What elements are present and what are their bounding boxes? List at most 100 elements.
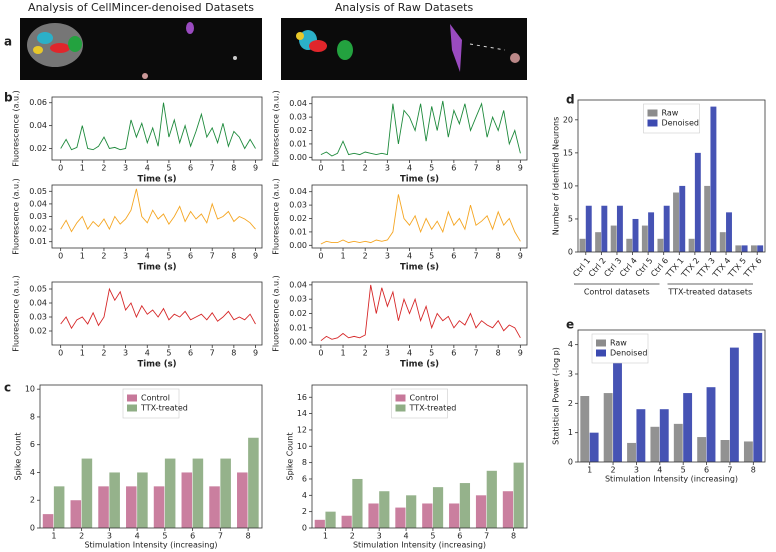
x-tick-label: 3: [634, 466, 639, 475]
y-tick-label: 2: [302, 507, 307, 516]
x-tick-label: 3: [377, 532, 382, 541]
bar: [610, 225, 617, 252]
y-tick-label: 2: [30, 496, 35, 505]
x-tick-label: 6: [188, 349, 193, 358]
y-tick-label: 0.04: [289, 99, 307, 108]
x-tick-label: 0: [58, 252, 63, 261]
x-tick-label: 6: [188, 252, 193, 261]
y-tick-label: 0.00: [289, 241, 307, 250]
x-tick-label: 7: [484, 532, 489, 541]
bar: [237, 472, 248, 528]
x-tick-label: 4: [407, 252, 412, 261]
panel-label: c: [4, 381, 11, 395]
x-tick-label: 2: [363, 252, 368, 261]
y-tick-label: 0.00: [289, 338, 307, 347]
x-tick-label: 1: [80, 349, 85, 358]
bar: [753, 332, 763, 462]
x-tick-label: 9: [518, 349, 523, 358]
y-tick-label: 0.04: [29, 299, 47, 308]
legend-swatch: [647, 119, 658, 127]
y-tick-label: 15: [563, 148, 573, 157]
bar: [579, 238, 586, 252]
y-axis-label: Spike Count: [14, 433, 23, 481]
bar: [513, 462, 524, 528]
bar: [475, 495, 487, 528]
x-axis-label: Stimulation Intensity (increasing): [353, 541, 486, 550]
plot-frame: [311, 281, 528, 346]
x-tick-label: 5: [681, 466, 686, 475]
panel-label: b: [4, 91, 13, 105]
plot-frame: [51, 184, 263, 249]
legend-swatch: [127, 404, 137, 412]
y-tick-label: 12: [297, 425, 307, 434]
x-tick-label: 7: [473, 252, 478, 261]
bar: [181, 472, 193, 528]
y-tick-label: 0.00: [289, 153, 307, 162]
bar: [53, 486, 65, 528]
x-tick-label: 4: [657, 466, 662, 475]
x-tick-label: 6: [451, 349, 456, 358]
x-tick-label: 1: [323, 532, 328, 541]
x-tick-label: 6: [451, 164, 456, 173]
group-label: Control datasets: [584, 288, 650, 297]
bar: [406, 495, 417, 528]
x-tick-label: 7: [473, 349, 478, 358]
bar: [641, 225, 648, 252]
bar: [613, 341, 622, 462]
x-tick-label: 8: [511, 532, 516, 541]
x-tick-label: 9: [253, 164, 258, 173]
plot-frame: [51, 281, 263, 346]
y-tick-label: 0: [568, 458, 573, 467]
legend-swatch: [596, 339, 606, 347]
y-tick-label: 0.03: [289, 295, 307, 304]
x-tick-label: 5: [429, 349, 434, 358]
y-tick-label: 5: [568, 214, 573, 223]
bar: [659, 409, 669, 462]
x-tick-label: 2: [101, 252, 106, 261]
bar: [379, 491, 390, 528]
y-tick-label: 0.04: [29, 121, 47, 130]
group-label: TTX-treated datasets: [667, 288, 752, 297]
x-tick-label: 0: [318, 349, 323, 358]
bar: [585, 205, 592, 252]
panel-label: d: [566, 93, 575, 107]
x-tick-label: 3: [123, 349, 128, 358]
bar: [459, 483, 471, 528]
y-tick-label: 8: [30, 412, 35, 421]
y-tick-label: 0.01: [289, 227, 307, 236]
bar: [648, 212, 655, 252]
x-tick-label: 2: [101, 349, 106, 358]
y-tick-label: 0.01: [29, 237, 47, 246]
x-tick-label: 3: [385, 349, 390, 358]
y-tick-label: 0.03: [29, 313, 47, 322]
y-tick-label: 0.01: [289, 139, 307, 148]
x-tick-label: 8: [231, 164, 236, 173]
x-axis-label: Time (s): [137, 175, 176, 185]
y-axis-label: Fluorescence (a.u.): [12, 178, 21, 255]
bar: [126, 486, 137, 528]
x-tick-label: 1: [80, 252, 85, 261]
bar: [70, 500, 82, 528]
legend-label: TTX-treated: [409, 404, 457, 413]
x-tick-label: 5: [166, 349, 171, 358]
bar: [683, 393, 693, 462]
x-tick-label: 4: [135, 532, 140, 541]
legend-swatch: [395, 404, 406, 412]
x-tick-label: 9: [253, 349, 258, 358]
y-tick-label: 0.06: [29, 98, 47, 107]
bar: [750, 245, 757, 252]
x-tick-label: 7: [473, 164, 478, 173]
legend-box: [391, 388, 448, 419]
legend-box: [122, 388, 180, 419]
x-tick-label: 3: [107, 532, 112, 541]
x-tick-label: 1: [340, 349, 345, 358]
x-tick-label: 6: [704, 466, 709, 475]
y-tick-label: 0.02: [29, 327, 47, 336]
y-tick-label: 0.02: [289, 126, 307, 135]
bar: [352, 478, 363, 528]
bar: [657, 238, 664, 252]
bar: [192, 458, 204, 528]
x-tick-label: 9: [518, 164, 523, 173]
y-tick-label: 0.05: [29, 187, 47, 196]
x-tick-label: 8: [496, 349, 501, 358]
